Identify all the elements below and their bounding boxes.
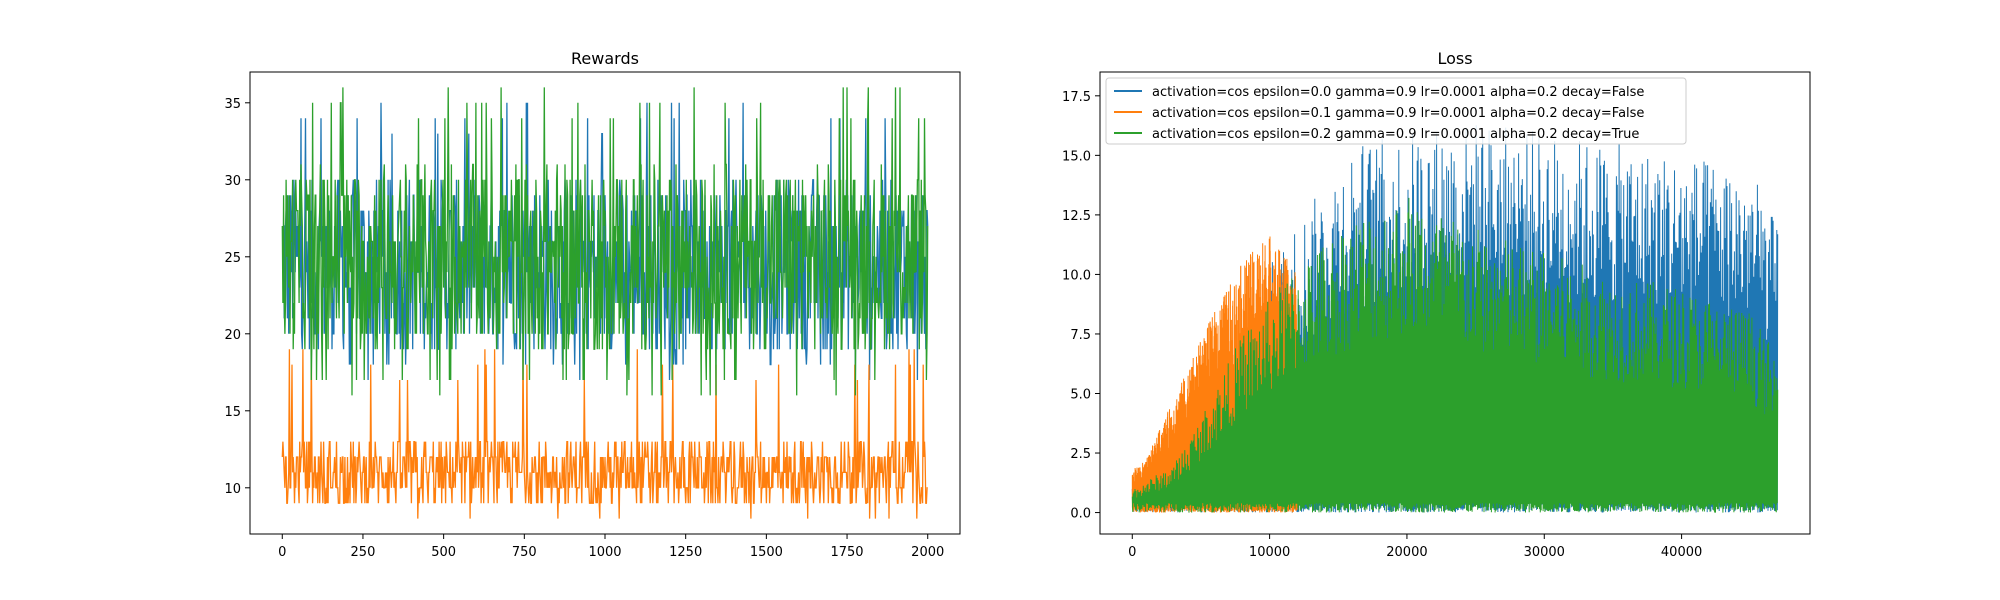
rewards-series-group bbox=[281, 87, 929, 519]
rewards-series-line-2 bbox=[281, 349, 928, 519]
loss-y-tick-label: 5.0 bbox=[1070, 387, 1091, 402]
loss-y-tick-label: 10.0 bbox=[1062, 268, 1091, 283]
rewards-x-tick-label: 1750 bbox=[830, 545, 863, 560]
rewards-y-tick-label: 20 bbox=[224, 328, 241, 343]
loss-x-tick-label: 30000 bbox=[1524, 545, 1565, 560]
loss-series-group bbox=[1131, 125, 1779, 513]
loss-y-tick-label: 17.5 bbox=[1062, 90, 1091, 105]
loss-x-tick-label: 20000 bbox=[1386, 545, 1427, 560]
rewards-x-tick-label: 2000 bbox=[911, 545, 944, 560]
loss-y-tick-label: 0.0 bbox=[1070, 507, 1091, 522]
legend-label-series-2: activation=cos epsilon=0.1 gamma=0.9 lr=… bbox=[1152, 106, 1644, 121]
loss-chart-title: Loss bbox=[1437, 49, 1472, 68]
rewards-chart: Rewards 0 250 500 750 1000 1250 1500 1750 2000 1… bbox=[224, 49, 961, 560]
loss-series-line-3 bbox=[1131, 197, 1779, 513]
loss-plot-frame bbox=[1099, 71, 1811, 535]
loss-y-tick-label: 15.0 bbox=[1062, 149, 1091, 164]
rewards-y-tick-label: 10 bbox=[224, 482, 241, 497]
rewards-x-tick-label: 500 bbox=[431, 545, 456, 560]
rewards-x-tick-label: 1500 bbox=[750, 545, 783, 560]
rewards-x-tick-label: 1000 bbox=[588, 545, 621, 560]
loss-x-tick-label: 40000 bbox=[1661, 545, 1702, 560]
rewards-y-tick-label: 25 bbox=[224, 251, 241, 266]
rewards-x-tick-label: 0 bbox=[278, 545, 286, 560]
loss-x-tick-label: 10000 bbox=[1249, 545, 1290, 560]
legend-box bbox=[1105, 77, 1687, 145]
loss-y-ticks: 0.0 2.5 5.0 7.5 10.0 12.5 15.0 17.5 bbox=[1062, 90, 1100, 522]
loss-x-tick-label: 0 bbox=[1128, 545, 1136, 560]
rewards-y-ticks: 10 15 20 25 30 35 bbox=[224, 97, 250, 497]
rewards-x-tick-label: 1250 bbox=[669, 545, 702, 560]
rewards-chart-title: Rewards bbox=[571, 49, 639, 68]
rewards-y-tick-label: 15 bbox=[224, 405, 241, 420]
loss-y-tick-label: 7.5 bbox=[1070, 328, 1091, 343]
rewards-y-tick-label: 35 bbox=[224, 97, 241, 112]
loss-x-ticks: 0 10000 20000 30000 40000 bbox=[1128, 534, 1702, 560]
legend-label-series-3: activation=cos epsilon=0.2 gamma=0.9 lr=… bbox=[1152, 127, 1639, 142]
legend-label-series-1: activation=cos epsilon=0.0 gamma=0.9 lr=… bbox=[1152, 85, 1644, 100]
rewards-series-line-3 bbox=[281, 87, 929, 396]
loss-legend: activation=cos epsilon=0.0 gamma=0.9 lr=… bbox=[1105, 77, 1687, 145]
loss-y-tick-label: 2.5 bbox=[1070, 447, 1091, 462]
rewards-y-tick-label: 30 bbox=[224, 174, 241, 189]
rewards-x-tick-label: 250 bbox=[351, 545, 376, 560]
loss-chart: Loss 0 10000 20000 30000 40000 0.0 2.5 5.0 7.5 1… bbox=[1062, 49, 1811, 560]
loss-y-tick-label: 12.5 bbox=[1062, 209, 1091, 224]
rewards-x-tick-label: 750 bbox=[512, 545, 537, 560]
rewards-x-ticks: 0 250 500 750 1000 1250 1500 1750 2000 bbox=[278, 534, 944, 560]
